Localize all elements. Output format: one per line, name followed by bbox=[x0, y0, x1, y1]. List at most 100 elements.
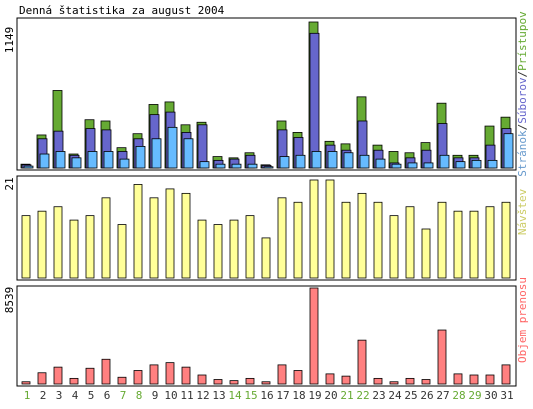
bar-traffic bbox=[85, 367, 95, 385]
bar-traffic bbox=[181, 366, 191, 385]
bar-pages bbox=[295, 154, 306, 169]
bar-traffic bbox=[501, 364, 511, 385]
x-tick-label: 2 bbox=[40, 389, 47, 402]
bar-pages bbox=[183, 138, 194, 169]
bar-pages bbox=[391, 163, 402, 169]
bar-pages bbox=[39, 153, 50, 169]
bar-visits bbox=[213, 224, 223, 279]
bar-traffic bbox=[325, 373, 335, 385]
bar-pages bbox=[151, 138, 162, 169]
bar-pages bbox=[167, 126, 178, 169]
bar-traffic bbox=[149, 364, 159, 385]
x-tick-label: 31 bbox=[500, 389, 513, 402]
x-tick-label: 20 bbox=[324, 389, 337, 402]
bar-traffic bbox=[53, 366, 63, 385]
bar-visits bbox=[149, 197, 159, 279]
legend-text: Návštev bbox=[516, 188, 529, 235]
bar-visits bbox=[85, 215, 95, 279]
x-tick-label: 1 bbox=[24, 389, 31, 402]
bar-visits bbox=[501, 201, 511, 279]
bar-traffic bbox=[245, 377, 255, 385]
bar-visits bbox=[309, 179, 319, 279]
bar-traffic bbox=[309, 287, 319, 385]
bar-traffic bbox=[341, 375, 351, 385]
bar-pages bbox=[71, 157, 82, 169]
bar-pages bbox=[455, 161, 466, 169]
bar-visits bbox=[69, 219, 79, 279]
bar-visits bbox=[37, 210, 47, 279]
bars-visits bbox=[21, 179, 511, 279]
x-tick-label: 13 bbox=[212, 389, 225, 402]
bar-pages bbox=[327, 151, 338, 169]
x-tick-label: 5 bbox=[88, 389, 95, 402]
bar-pages bbox=[279, 156, 290, 169]
legend-visits: Návštev bbox=[516, 188, 529, 235]
x-tick-label: 23 bbox=[372, 389, 385, 402]
x-tick-label: 29 bbox=[468, 389, 481, 402]
bar-traffic bbox=[133, 370, 143, 385]
bar-visits bbox=[261, 237, 271, 279]
x-tick-label: 17 bbox=[276, 389, 289, 402]
bar-pages bbox=[487, 159, 498, 169]
bar-visits bbox=[101, 197, 111, 279]
bar-visits bbox=[437, 201, 447, 279]
bar-traffic bbox=[357, 339, 367, 385]
bar-traffic bbox=[197, 374, 207, 385]
bar-visits bbox=[181, 192, 191, 279]
bar-pages bbox=[263, 166, 274, 169]
bar-visits bbox=[325, 179, 335, 279]
bar-pages bbox=[231, 163, 242, 169]
bar-pages bbox=[87, 151, 98, 169]
ymax-label-visits: 21 bbox=[3, 177, 16, 190]
legend-entry: / bbox=[516, 124, 529, 131]
legend-entry: Súborov bbox=[516, 77, 529, 124]
bar-traffic bbox=[437, 329, 447, 385]
x-tick-label: 12 bbox=[196, 389, 209, 402]
bar-traffic bbox=[421, 379, 431, 385]
panel-traffic bbox=[16, 285, 517, 387]
bar-pages bbox=[423, 162, 434, 169]
bar-pages bbox=[119, 158, 130, 169]
x-tick-label: 3 bbox=[56, 389, 63, 402]
x-tick-label: 8 bbox=[136, 389, 143, 402]
bar-visits bbox=[405, 206, 415, 279]
bar-visits bbox=[117, 224, 127, 279]
bar-traffic bbox=[405, 377, 415, 385]
bar-visits bbox=[389, 215, 399, 279]
bar-pages bbox=[135, 145, 146, 169]
bar-visits bbox=[277, 197, 287, 279]
legend-entry: Objem prenosu bbox=[516, 277, 529, 363]
legend-entry: / bbox=[516, 71, 529, 78]
bar-traffic bbox=[101, 358, 111, 385]
bar-visits bbox=[373, 201, 383, 279]
legend-entry: Návštev bbox=[516, 188, 529, 235]
x-tick-label: 26 bbox=[420, 389, 433, 402]
bar-visits bbox=[53, 206, 63, 279]
bar-traffic bbox=[261, 381, 271, 385]
bar-pages bbox=[359, 154, 370, 169]
x-tick-label: 15 bbox=[244, 389, 257, 402]
bar-pages bbox=[343, 152, 354, 169]
x-tick-label: 10 bbox=[164, 389, 177, 402]
x-tick-label: 24 bbox=[388, 389, 402, 402]
bar-visits bbox=[357, 192, 367, 279]
bar-traffic bbox=[389, 381, 399, 385]
bar-pages bbox=[503, 133, 514, 169]
bar-files bbox=[309, 32, 320, 169]
x-tick-label: 25 bbox=[404, 389, 417, 402]
bar-pages bbox=[439, 154, 450, 169]
x-axis-labels: 1 2 3 4 5 6 7 8 9 10 11 12 13 14 15 16 17 18 19 20 21 22 23 24 2… bbox=[24, 389, 514, 402]
panel-hits bbox=[16, 17, 517, 171]
x-tick-label: 9 bbox=[152, 389, 159, 402]
bar-traffic bbox=[277, 364, 287, 385]
x-tick-label: 6 bbox=[104, 389, 111, 402]
bar-traffic bbox=[37, 372, 47, 385]
chart-title: Denná štatistika za august 2004 bbox=[19, 4, 225, 17]
bar-traffic bbox=[469, 374, 479, 385]
bar-pages bbox=[247, 163, 258, 169]
x-tick-label: 11 bbox=[180, 389, 193, 402]
x-tick-label: 27 bbox=[436, 389, 449, 402]
bar-visits bbox=[165, 188, 175, 279]
bar-visits bbox=[197, 219, 207, 279]
